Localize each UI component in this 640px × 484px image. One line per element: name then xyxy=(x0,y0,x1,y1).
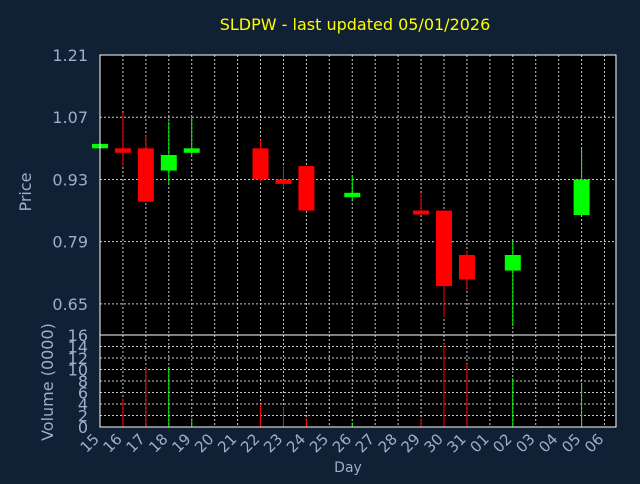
volume-tick-label: 4 xyxy=(78,395,88,414)
volume-tick-label: 10 xyxy=(68,361,88,380)
price-tick-label: 0.79 xyxy=(52,233,88,252)
candle-body xyxy=(183,148,200,153)
candle-body xyxy=(275,179,292,184)
candle-body xyxy=(344,192,361,198)
x-axis: 1516171819202122232425262728293031010203… xyxy=(77,430,608,456)
price-tick-label: 0.65 xyxy=(52,295,88,314)
volume-frame xyxy=(99,334,617,428)
price-tick-label: 1.21 xyxy=(52,46,88,65)
chart-title: SLDPW - last updated 05/01/2026 xyxy=(220,15,491,34)
volume-axis-label: Volume (0000) xyxy=(38,323,57,441)
candle-body xyxy=(504,255,521,271)
x-axis-label: Day xyxy=(334,460,362,476)
volume-tick-label: 14 xyxy=(68,338,88,357)
volume-tick-label: 16 xyxy=(68,326,88,345)
candle-body xyxy=(252,148,269,180)
candle-body xyxy=(114,148,131,153)
x-tick-label: 06 xyxy=(581,430,607,456)
candle-body xyxy=(137,148,154,202)
volume-tick-label: 8 xyxy=(78,372,88,391)
volume-tick-label: 2 xyxy=(78,407,88,426)
price-tick-label: 1.07 xyxy=(52,108,88,127)
volume-tick-label: 6 xyxy=(78,384,88,403)
candle-body xyxy=(436,210,452,287)
volume-tick-label: 0 xyxy=(78,418,88,437)
candle-body xyxy=(458,255,475,280)
candle-body xyxy=(298,166,315,211)
volume-tick-label: 12 xyxy=(68,349,88,368)
price-panel: 1.21 1.07 0.93 0.79 0.65 xyxy=(52,46,617,336)
candle-body xyxy=(573,179,590,215)
candle-body xyxy=(160,155,177,171)
price-axis-label: Price xyxy=(16,172,35,211)
price-tick-label: 0.93 xyxy=(52,170,88,189)
candle-body xyxy=(413,210,430,215)
